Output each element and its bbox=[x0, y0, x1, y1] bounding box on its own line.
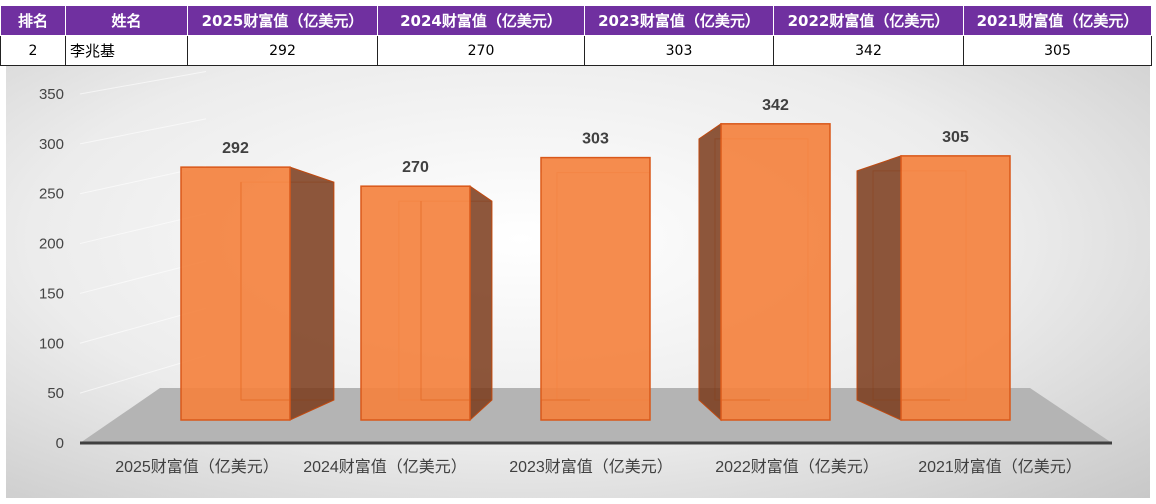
header-cell[interactable]: 2021财富值（亿美元） bbox=[963, 5, 1152, 36]
bar-side bbox=[698, 122, 722, 422]
bar-inner-edge bbox=[540, 172, 590, 401]
table-row: 2 李兆基 292 270 303 342 305 bbox=[0, 35, 1152, 66]
y-tick-label: 200 bbox=[39, 236, 64, 253]
cell-rank[interactable]: 2 bbox=[0, 35, 66, 66]
bar bbox=[360, 185, 471, 421]
bar bbox=[900, 155, 1011, 421]
data-table: 排名 姓名 2025财富值（亿美元） 2024财富值（亿美元） 2023财富值（… bbox=[0, 5, 1152, 66]
y-tick-label: 300 bbox=[39, 136, 64, 153]
header-row: 排名 姓名 2025财富值（亿美元） 2024财富值（亿美元） 2023财富值（… bbox=[0, 5, 1152, 36]
header-cell[interactable]: 2023财富值（亿美元） bbox=[584, 5, 774, 36]
bar-inner-edge bbox=[420, 201, 470, 401]
cell-value[interactable]: 305 bbox=[963, 35, 1152, 66]
bar-side bbox=[289, 166, 335, 421]
data-label: 292 bbox=[222, 140, 249, 157]
x-tick-label: 2021财富值（亿美元） bbox=[918, 458, 1082, 476]
data-label: 270 bbox=[402, 159, 429, 176]
bar bbox=[540, 156, 651, 421]
y-tick-label: 100 bbox=[39, 335, 64, 352]
chart-svg: 0 50 100 150 200 250 300 350 292 2025财富值（亿美元） 270 2… bbox=[39, 71, 1112, 476]
data-label: 303 bbox=[582, 131, 609, 148]
bar-side bbox=[856, 155, 902, 421]
x-tick-label: 2024财富值（亿美元） bbox=[303, 458, 467, 476]
y-tick-label: 0 bbox=[56, 435, 64, 452]
y-tick-label: 50 bbox=[47, 385, 64, 402]
data-label: 305 bbox=[942, 129, 969, 146]
bar-chart[interactable]: 0 50 100 150 200 250 300 350 292 2025财富值（亿美元） 270 2… bbox=[6, 66, 1150, 498]
bar-inner-edge bbox=[240, 182, 290, 401]
y-tick-label: 150 bbox=[39, 285, 64, 302]
cell-value[interactable]: 303 bbox=[584, 35, 774, 66]
cell-value[interactable]: 292 bbox=[187, 35, 378, 66]
y-tick-label: 250 bbox=[39, 186, 64, 203]
x-tick-label: 2023财富值（亿美元） bbox=[509, 458, 673, 476]
header-cell[interactable]: 2024财富值（亿美元） bbox=[377, 5, 585, 36]
cell-value[interactable]: 270 bbox=[377, 35, 585, 66]
cell-value[interactable]: 342 bbox=[773, 35, 964, 66]
header-cell[interactable]: 排名 bbox=[0, 5, 66, 36]
gridline bbox=[79, 118, 207, 145]
x-tick-label: 2022财富值（亿美元） bbox=[715, 458, 879, 476]
y-tick-label: 350 bbox=[39, 86, 64, 103]
header-cell[interactable]: 2022财富值（亿美元） bbox=[773, 5, 964, 36]
bar bbox=[720, 123, 831, 421]
header-cell[interactable]: 姓名 bbox=[65, 5, 188, 36]
cell-name[interactable]: 李兆基 bbox=[65, 35, 188, 66]
bar bbox=[180, 166, 291, 421]
bar-inner-edge bbox=[900, 170, 950, 401]
data-label: 342 bbox=[762, 97, 789, 114]
header-cell[interactable]: 2025财富值（亿美元） bbox=[187, 5, 378, 36]
x-tick-label: 2025财富值（亿美元） bbox=[115, 458, 279, 476]
bar-side bbox=[469, 185, 493, 422]
gridline bbox=[79, 71, 207, 95]
bar-inner-edge bbox=[720, 138, 770, 401]
